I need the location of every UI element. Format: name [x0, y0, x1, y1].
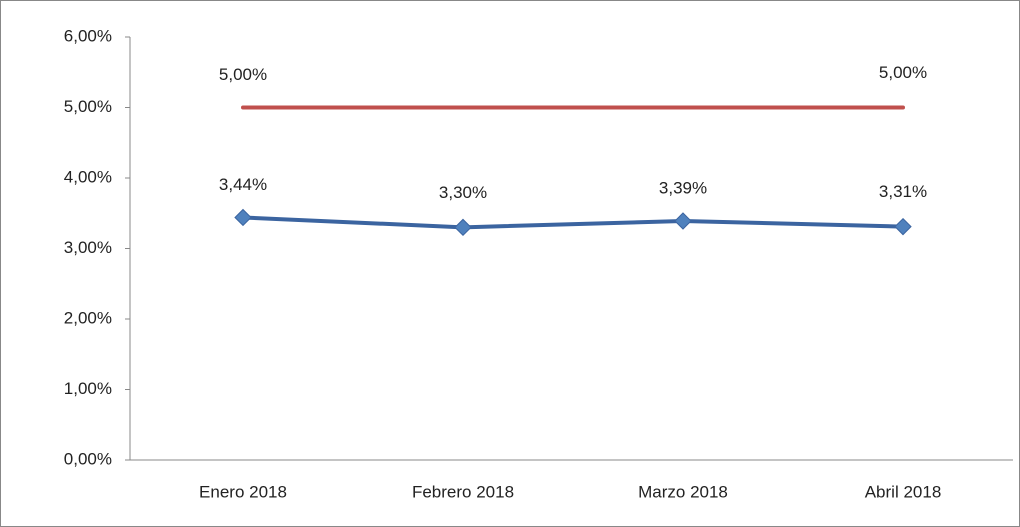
y-tick-label: 5,00% — [64, 97, 112, 116]
y-tick-label: 3,00% — [64, 238, 112, 257]
data-label: 3,44% — [219, 175, 267, 194]
x-tick-label: Enero 2018 — [199, 482, 287, 501]
point-marker — [234, 208, 252, 227]
data-label: 3,39% — [659, 178, 707, 197]
data-label: 3,31% — [879, 182, 927, 201]
data-label: 5,00% — [219, 65, 267, 84]
data-label: 5,00% — [879, 63, 927, 82]
x-tick-label: Abril 2018 — [865, 482, 942, 501]
data-label: 3,30% — [439, 183, 487, 202]
point-marker — [454, 218, 472, 237]
point-marker — [674, 212, 692, 230]
y-tick-label: 4,00% — [64, 167, 112, 186]
y-tick-label: 1,00% — [64, 379, 112, 398]
point-marker — [894, 217, 912, 236]
x-tick-label: Marzo 2018 — [638, 482, 728, 501]
x-tick-label: Febrero 2018 — [412, 482, 514, 501]
y-tick-label: 0,00% — [64, 449, 112, 468]
y-tick-label: 2,00% — [64, 308, 112, 327]
y-tick-label: 6,00% — [64, 26, 112, 45]
series-line — [241, 215, 905, 230]
